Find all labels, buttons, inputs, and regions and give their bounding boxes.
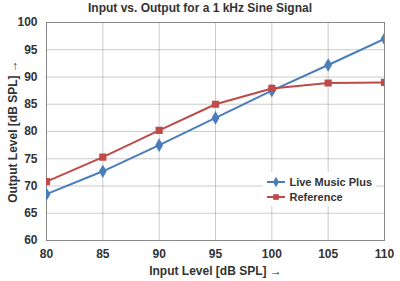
html-text:Input vs. Output for a 1 kHz S: Input vs. Output for a 1 kHz Sine Signal: [88, 1, 312, 15]
svg-text:95: 95: [24, 43, 38, 57]
svg-text:Input Level [dB SPL] →: Input Level [dB SPL] →: [149, 264, 282, 278]
svg-text:80: 80: [24, 124, 38, 138]
svg-text:80: 80: [40, 247, 54, 261]
svg-text:110: 110: [375, 247, 395, 261]
svg-text:85: 85: [24, 97, 38, 111]
svg-text:100: 100: [17, 16, 37, 29]
svg-text:95: 95: [209, 247, 223, 261]
svg-text:Output Level [dB SPL] →: Output Level [dB SPL] →: [6, 60, 20, 203]
svg-text:90: 90: [152, 247, 166, 261]
svg-text:75: 75: [24, 152, 38, 166]
svg-text:70: 70: [24, 179, 38, 193]
svg-text:60: 60: [24, 233, 38, 247]
html-text:Reference: Reference: [289, 190, 343, 203]
svg-text:85: 85: [96, 247, 110, 261]
svg-text:105: 105: [318, 247, 338, 261]
html-text:Live Music Plus: Live Music Plus: [289, 175, 372, 188]
svg-text:90: 90: [24, 70, 38, 84]
svg-text:65: 65: [24, 206, 38, 220]
svg-text:100: 100: [262, 247, 282, 261]
